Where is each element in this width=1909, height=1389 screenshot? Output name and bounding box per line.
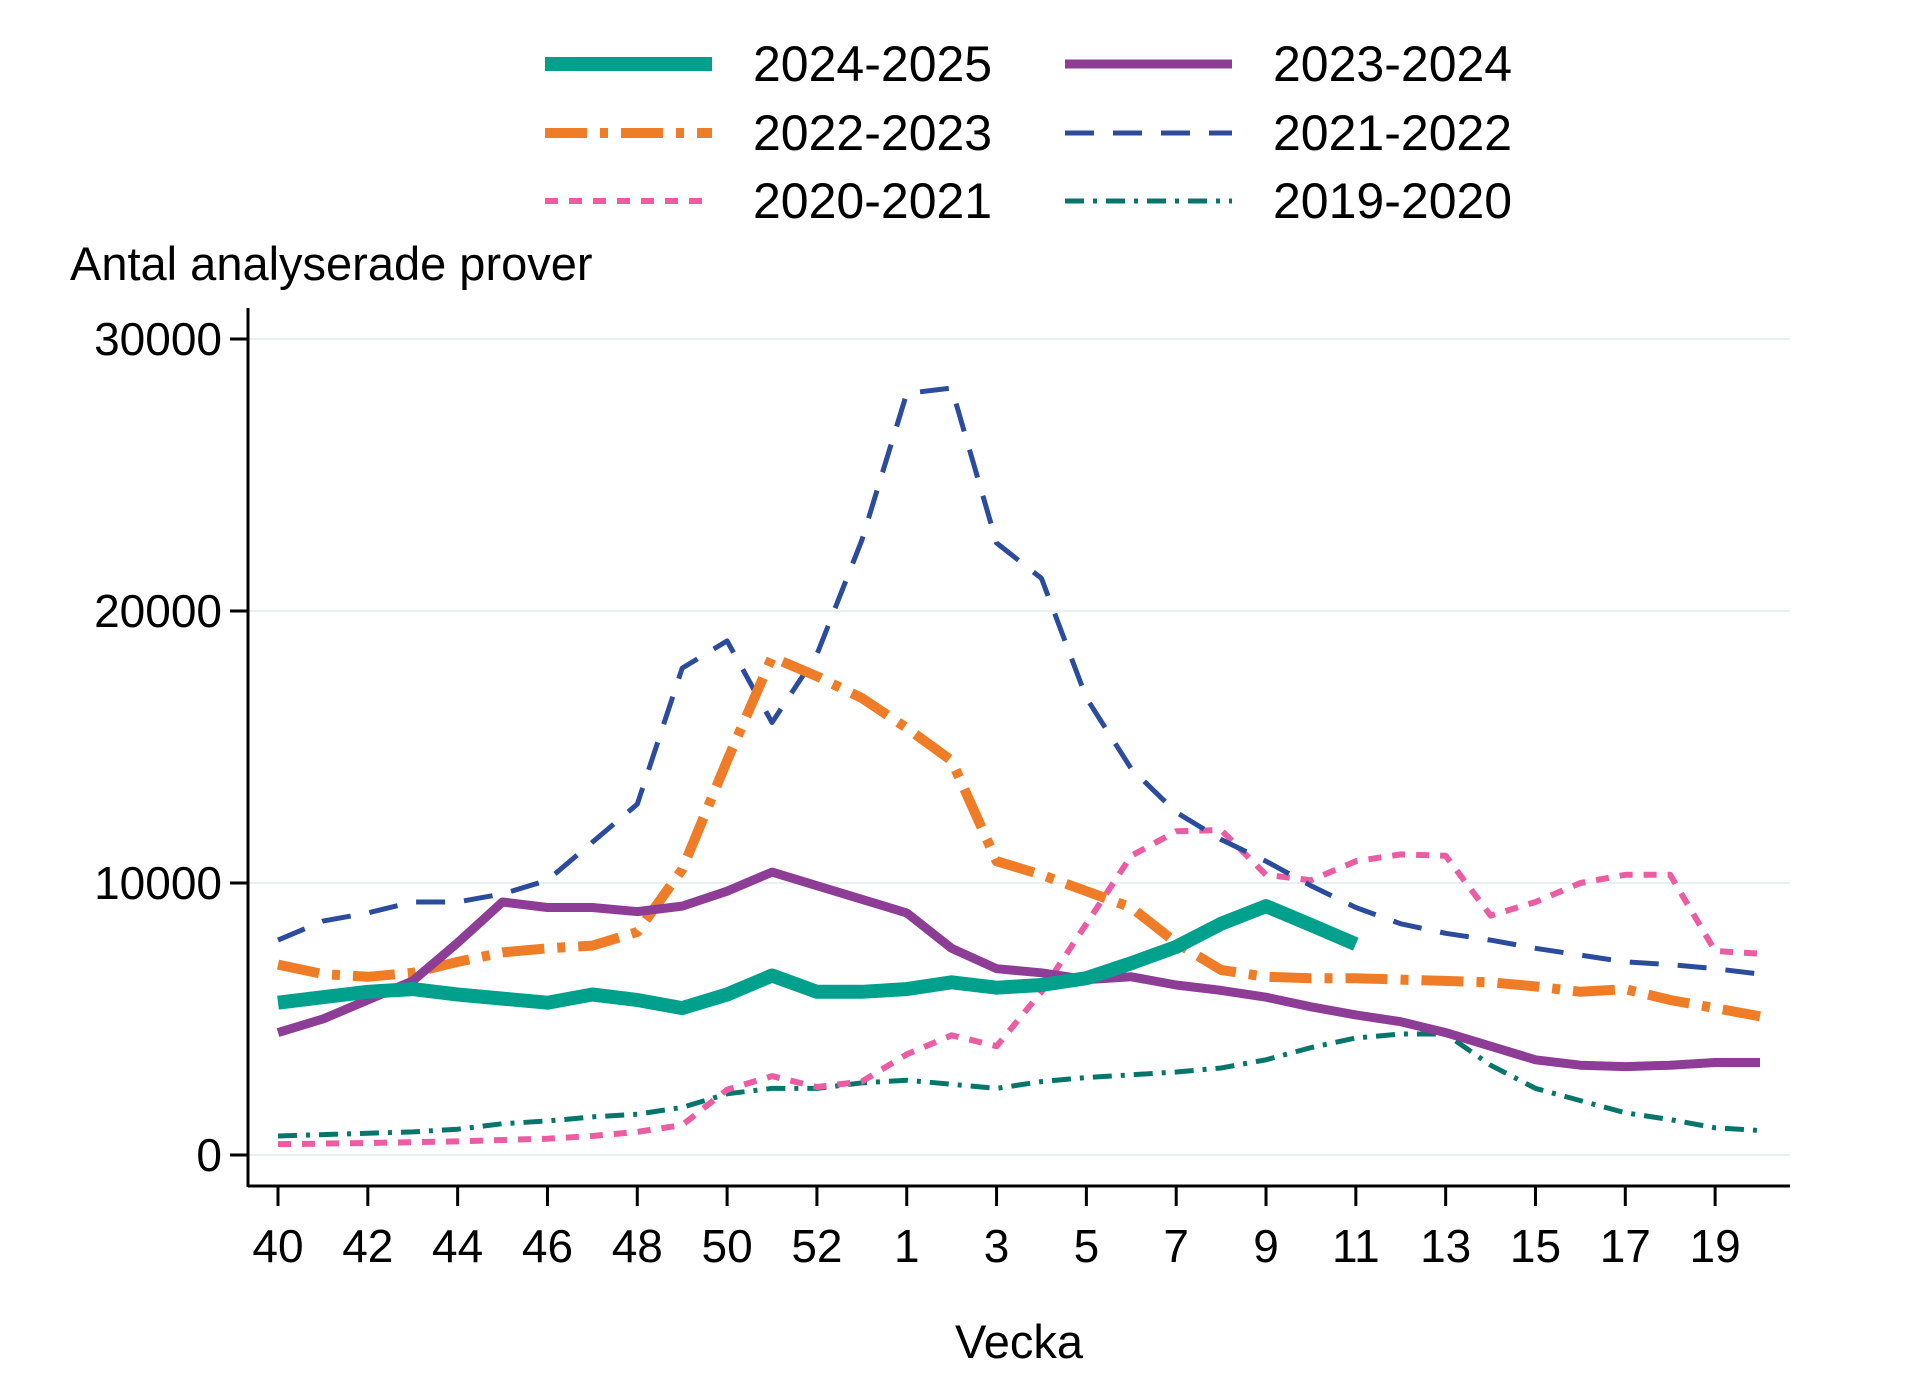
series-line-2024-2025 <box>277 899 1359 1016</box>
x-tick-label-13: 13 <box>1420 1220 1471 1272</box>
x-tick-label-11: 11 <box>1332 1220 1380 1272</box>
series-line-2020-2021 <box>277 827 1761 1148</box>
legend-label-2023-2024: 2023-2024 <box>1273 36 1513 93</box>
x-tick-label-52: 52 <box>791 1220 842 1272</box>
legend-label-2019-2020: 2019-2020 <box>1273 173 1513 230</box>
series-line-2019-2020 <box>277 1031 1761 1139</box>
x-tick-label-7: 7 <box>1163 1220 1189 1272</box>
x-tick-label-1: 1 <box>894 1220 920 1272</box>
series-line-2023-2024 <box>276 867 1760 1072</box>
legend-item-2022-2023: 2022-2023 <box>545 99 1065 168</box>
legend-label-2024-2025: 2024-2025 <box>753 36 993 93</box>
x-tick-label-42: 42 <box>342 1220 393 1272</box>
x-axis-title: Vecka <box>955 1315 1084 1368</box>
y-tick-label-30000: 30000 <box>94 313 222 365</box>
x-tick-label-17: 17 <box>1600 1220 1651 1272</box>
series-lines <box>276 385 1761 1148</box>
x-tick-label-19: 19 <box>1690 1220 1741 1272</box>
y-tick-label-10000: 10000 <box>94 857 222 909</box>
series-line-2021-2022 <box>277 385 1761 977</box>
gridlines <box>248 338 1790 1156</box>
legend-label-2021-2022: 2021-2022 <box>1273 104 1513 161</box>
legend-label-2020-2021: 2020-2021 <box>753 173 993 230</box>
x-tick-label-40: 40 <box>252 1220 303 1272</box>
legend-swatch-2020-2021 <box>545 198 712 205</box>
axes <box>230 308 1790 1206</box>
legend-label-2022-2023: 2022-2023 <box>753 104 993 161</box>
y-tick-label-0: 0 <box>196 1129 222 1181</box>
y-axis-title: Antal analyserade prover <box>70 237 593 290</box>
legend-swatch-2021-2022 <box>1065 130 1232 136</box>
x-tick-label-9: 9 <box>1253 1220 1279 1272</box>
x-tick-label-46: 46 <box>522 1220 573 1272</box>
legend-item-2023-2024: 2023-2024 <box>1065 30 1585 99</box>
x-tick-label-50: 50 <box>702 1220 753 1272</box>
x-tick-label-44: 44 <box>432 1220 483 1272</box>
x-tick-label-5: 5 <box>1074 1220 1100 1272</box>
x-tick-label-48: 48 <box>612 1220 663 1272</box>
legend-swatch-2019-2020 <box>1065 198 1232 204</box>
chart-legend: 2024-2025 2023-2024 2022-2023 2021-2022 … <box>545 30 1585 236</box>
legend-item-2020-2021: 2020-2021 <box>545 167 1065 236</box>
y-tick-label-20000: 20000 <box>94 585 222 637</box>
series-line-2022-2023 <box>276 652 1761 1022</box>
x-tick-label-15: 15 <box>1510 1220 1561 1272</box>
x-tick-label-3: 3 <box>984 1220 1010 1272</box>
legend-item-2024-2025: 2024-2025 <box>545 30 1065 99</box>
legend-swatch-2023-2024 <box>1065 59 1232 69</box>
legend-item-2019-2020: 2019-2020 <box>1065 167 1585 236</box>
legend-item-2021-2022: 2021-2022 <box>1065 99 1585 168</box>
legend-swatch-2022-2023 <box>545 127 712 138</box>
legend-swatch-2024-2025 <box>545 57 712 72</box>
